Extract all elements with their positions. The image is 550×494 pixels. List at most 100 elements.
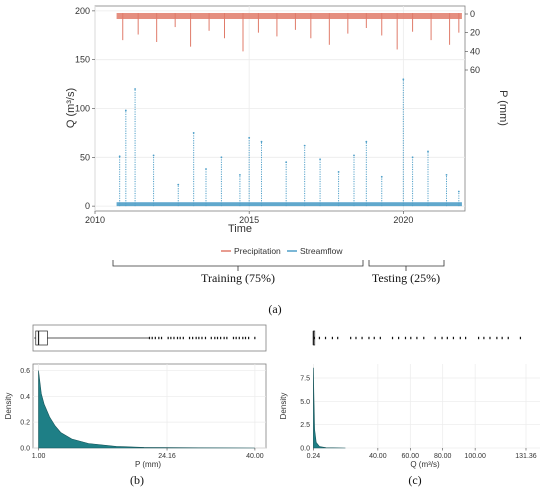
panel-b-x-ticks: 1.00 24.16 40.00 (32, 448, 264, 460)
precipitation-baseline-band (116, 13, 462, 19)
boxplot-outlier (331, 336, 334, 340)
boxplot-outlier (507, 336, 509, 340)
boxplot-outlier (446, 336, 448, 340)
streamflow-point (353, 154, 355, 157)
boxplot-outlier (204, 336, 207, 340)
streamflow-point (220, 156, 223, 159)
boxplot-outlier (254, 336, 256, 340)
x-tick-label: 2010 (85, 215, 105, 225)
panel-b-y-axis-label: Density (4, 393, 13, 420)
boxplot-outlier (441, 336, 443, 340)
streamflow-point (337, 171, 340, 173)
boxplot-outlier (318, 336, 321, 340)
boxplot-outlier (313, 336, 315, 340)
streamflow-point (319, 158, 321, 161)
y-tick-label: 0.0 (20, 446, 30, 453)
streamflow-point (205, 168, 207, 170)
right-y-tick-label: 20 (470, 28, 480, 38)
boxplot-outlier (160, 336, 163, 340)
panel-c-caption-label: (c) (408, 473, 421, 487)
y-tick-label: 0.2 (20, 420, 30, 427)
boxplot-outlier (232, 336, 235, 340)
streamflow-series (116, 78, 462, 207)
x-tick-label: 2020 (393, 215, 413, 225)
streamflow-point (365, 140, 368, 143)
left-y-tick-label: 0 (85, 201, 90, 211)
training-brace (112, 260, 364, 267)
panel-c-streamflow-density: 0.0 2.5 5.0 7.5 0.24 40.00 60.00 80.00 100.00 13… (279, 325, 544, 487)
streamflow-point (411, 156, 414, 159)
streamflow-point (457, 190, 460, 193)
panel-c-y-ticks: 0.0 2.5 5.0 7.5 (300, 376, 310, 453)
streamflow-point (152, 154, 155, 157)
x-tick-label: 131.36 (515, 453, 537, 460)
x-tick-label: 60.00 (402, 453, 420, 460)
right-y-tick-label: 40 (470, 46, 480, 56)
panel-c-boxplot-area (307, 325, 544, 351)
x-tick-label: 0.24 (307, 453, 321, 460)
boxplot-outlier (195, 336, 197, 340)
boxplot-box (35, 330, 48, 346)
left-y-tick-label: 100 (75, 104, 90, 114)
x-tick-label: 2015 (239, 215, 259, 225)
testing-brace (368, 260, 445, 267)
boxplot-outlier (210, 336, 212, 340)
boxplot-outlier (391, 336, 394, 340)
x-tick-label: 100.00 (464, 453, 486, 460)
panel-b-caption-label: (b) (130, 473, 144, 487)
boxplot-outlier (519, 336, 522, 340)
boxplot-outlier (355, 336, 357, 340)
boxplot-outlier (158, 336, 160, 340)
y-tick-label: 2.5 (300, 422, 310, 429)
panel-b-precipitation-density: 0.0 0.2 0.4 0.6 1.00 24.16 40.00 P (mm) Densi… (4, 324, 267, 487)
boxplot-outlier (188, 336, 191, 340)
panel-a-timeseries-chart: 0 50 100 150 200 0 20 40 60 2010 2015 2020 Time Q… (65, 5, 509, 316)
streamflow-point (177, 183, 180, 186)
y-tick-label: 5.0 (300, 399, 310, 406)
boxplot-outlier (459, 336, 461, 340)
streamflow-point (248, 136, 251, 139)
boxplot-outlier (324, 336, 327, 340)
boxplot-outlier (170, 336, 172, 340)
streamflow-point (124, 109, 127, 112)
streamflow-point (402, 78, 405, 81)
streamflow-point (260, 140, 263, 143)
boxplot-outlier (151, 336, 153, 340)
boxplot-outlier (192, 336, 194, 340)
panel-b-plot-area (32, 363, 267, 449)
panel-c-x-ticks: 0.24 40.00 60.00 80.00 100.00 131.36 (307, 448, 537, 460)
legend-precipitation-label: Precipitation (234, 246, 281, 256)
boxplot-outlier (182, 336, 184, 340)
panel-a-left-y-ticks: 0 50 100 150 200 (75, 6, 95, 211)
boxplot-outlier (483, 336, 485, 340)
boxplot-outlier (350, 336, 352, 340)
density-area (313, 367, 346, 449)
panel-a-right-y-ticks: 0 20 40 60 (465, 9, 480, 75)
boxplot-outlier (379, 336, 381, 340)
x-tick-label: 24.16 (158, 453, 176, 460)
boxplot-outlier (248, 336, 250, 340)
boxplot-outlier (368, 336, 370, 340)
boxplot-outlier (244, 336, 247, 340)
panel-a-caption-label: (a) (268, 302, 281, 316)
panel-c-density-curve (313, 367, 346, 449)
panel-a-legend: Precipitation Streamflow (221, 246, 343, 256)
boxplot-outlier (489, 336, 491, 340)
boxplot-outlier (337, 336, 339, 340)
training-period-label: Training (75%) (201, 271, 275, 285)
boxplot-outlier (496, 336, 498, 340)
left-y-tick-label: 200 (75, 6, 90, 16)
panel-c-plot-area (307, 364, 544, 448)
boxplot-outlier (201, 336, 203, 340)
streamflow-point (192, 132, 195, 134)
x-tick-label: 80.00 (434, 453, 452, 460)
x-tick-label: 1.00 (32, 453, 46, 460)
y-tick-label: 0.6 (20, 368, 30, 375)
streamflow-point (239, 173, 241, 176)
boxplot-outlier (452, 336, 455, 340)
panel-b-y-ticks: 0.0 0.2 0.4 0.6 (20, 368, 30, 453)
boxplot-outlier (223, 336, 225, 340)
boxplot-outlier (398, 336, 400, 340)
boxplot-outlier (216, 336, 219, 340)
